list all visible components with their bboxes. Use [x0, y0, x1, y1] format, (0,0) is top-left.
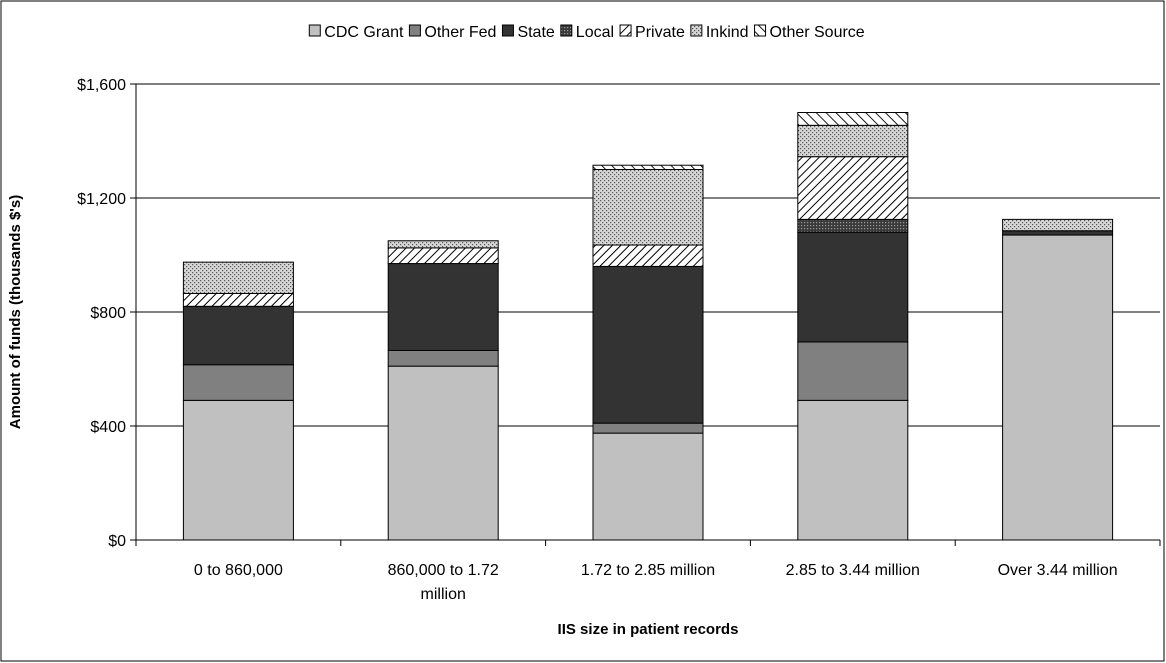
legend: CDC Grant Other Fed State Local Private Inkin… — [308, 24, 865, 41]
x-tick-label: 2.85 to 3.44 million — [786, 562, 920, 579]
bar-private — [797, 156, 909, 220]
y-axis-title: Amount of funds (thousands $'s) — [7, 195, 24, 429]
legend-swatch — [690, 24, 703, 37]
bar-state — [797, 231, 909, 343]
bar-cdc-grant — [182, 399, 294, 541]
bar-inkind — [387, 240, 499, 249]
bar-cdc-grant — [797, 399, 909, 541]
legend-item-local: Local — [560, 24, 614, 41]
x-ticks: 0 to 860,000 860,000 to 1.72 million 1.72 t… — [135, 540, 1161, 603]
bar-inkind — [1002, 218, 1114, 232]
legend-item-private: Private — [619, 24, 685, 41]
y-tick-label: $400 — [90, 419, 126, 436]
bars — [182, 112, 1114, 541]
y-tick-label: $1,200 — [77, 191, 126, 208]
bar-other-fed — [797, 341, 909, 401]
bar-other-source — [592, 164, 704, 171]
y-tick-label: $1,600 — [77, 77, 126, 94]
bar-other-source — [797, 112, 909, 126]
legend-swatch — [754, 24, 767, 37]
legend-label: Inkind — [706, 24, 749, 41]
bar-private — [592, 244, 704, 267]
y-ticks: $0 $400 $800 $1,200 $1,600 — [77, 77, 136, 550]
bar-other-fed — [182, 364, 294, 401]
legend-swatch — [619, 24, 632, 37]
legend-item-inkind: Inkind — [690, 24, 749, 41]
x-tick-label: Over 3.44 million — [998, 562, 1118, 579]
bar-cdc-grant — [1002, 234, 1114, 541]
legend-swatch — [501, 24, 514, 37]
legend-label: Private — [635, 24, 685, 41]
y-tick-label: $0 — [108, 533, 126, 550]
bar-private — [387, 247, 499, 265]
bar-inkind — [182, 261, 294, 294]
x-tick-label: million — [421, 586, 466, 603]
bar-cdc-grant — [387, 365, 499, 541]
x-tick-label: 1.72 to 2.85 million — [581, 562, 715, 579]
legend-item-other-source: Other Source — [754, 24, 865, 41]
legend-label: Other Source — [770, 24, 865, 41]
bar-local — [797, 218, 909, 233]
bar-state — [387, 263, 499, 351]
legend-swatch — [408, 24, 421, 37]
bar-private — [182, 292, 294, 307]
legend-label: Local — [576, 24, 614, 41]
bar-inkind — [592, 169, 704, 246]
x-axis-title: IIS size in patient records — [558, 621, 739, 638]
bar-state — [1002, 230, 1114, 236]
y-tick-label: $800 — [90, 305, 126, 322]
legend-swatch — [560, 24, 573, 37]
x-tick-label: 0 to 860,000 — [194, 562, 283, 579]
legend-item-cdc-grant: CDC Grant — [308, 24, 404, 41]
bar-other-fed — [592, 422, 704, 434]
bar-state — [592, 265, 704, 424]
bar-cdc-grant — [592, 432, 704, 541]
legend-item-other-fed: Other Fed — [408, 24, 496, 41]
legend-swatch — [308, 24, 321, 37]
legend-label: CDC Grant — [324, 24, 404, 41]
bar-state — [182, 305, 294, 366]
bar-inkind — [797, 124, 909, 158]
x-tick-label: 860,000 to 1.72 — [388, 562, 499, 579]
legend-item-state: State — [501, 24, 555, 41]
legend-label: State — [517, 24, 554, 41]
legend-label: Other Fed — [424, 24, 496, 41]
bar-other-fed — [387, 349, 499, 367]
